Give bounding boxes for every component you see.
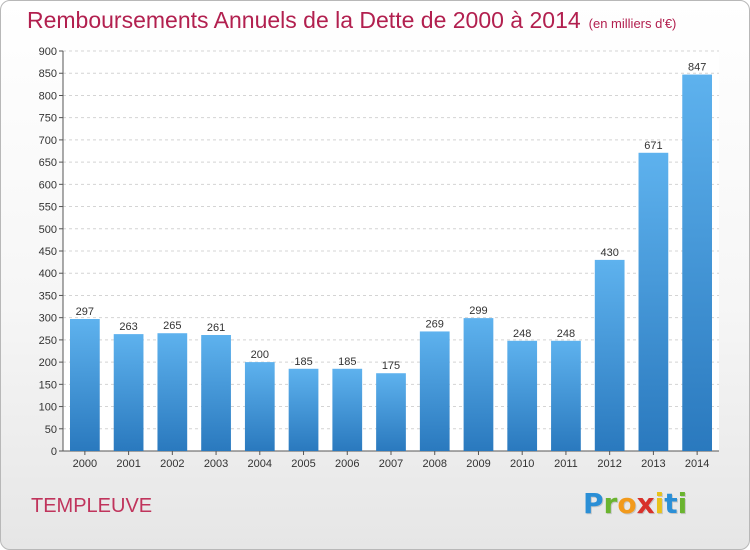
bar	[376, 373, 406, 451]
bar	[69, 319, 100, 451]
bar-value-label: 261	[207, 322, 225, 334]
x-tick-label: 2001	[116, 458, 140, 470]
y-tick-label: 700	[39, 135, 57, 147]
y-tick-label: 200	[39, 357, 57, 369]
proxiti-logo: Proxiti	[583, 487, 687, 520]
y-tick-label: 0	[51, 446, 57, 458]
x-tick-label: 2002	[160, 458, 184, 470]
y-tick-label: 350	[39, 290, 57, 302]
bar-value-label: 297	[76, 306, 94, 318]
bar	[638, 152, 669, 451]
logo-letter: r	[603, 487, 618, 520]
unit-note: (en milliers d'€)	[588, 16, 677, 31]
x-tick-label: 2011	[554, 458, 578, 470]
y-tick-label: 500	[39, 224, 57, 236]
bar-value-label: 175	[382, 360, 400, 372]
x-tick-label: 2006	[335, 458, 359, 470]
y-tick-label: 750	[39, 113, 57, 125]
bar	[594, 259, 625, 451]
y-tick-label: 800	[39, 90, 57, 102]
logo-letter: o	[617, 487, 637, 520]
bar-value-label: 430	[600, 247, 618, 259]
bar-value-label: 185	[338, 356, 356, 368]
x-tick-label: 2003	[204, 458, 228, 470]
bar	[288, 368, 319, 451]
y-tick-label: 850	[39, 68, 57, 80]
logo-letter: P	[583, 487, 604, 520]
y-tick-label: 400	[39, 268, 57, 280]
y-tick-label: 50	[45, 424, 57, 436]
y-tick-label: 650	[39, 157, 57, 169]
y-tick-label: 250	[39, 335, 57, 347]
bar	[332, 368, 363, 451]
y-tick-label: 550	[39, 202, 57, 214]
y-tick-label: 600	[39, 179, 57, 191]
commune-name: TEMPLEUVE	[31, 495, 153, 517]
bar	[551, 340, 581, 451]
y-tick-label: 300	[39, 313, 57, 325]
bar	[682, 74, 713, 452]
bar-value-label: 299	[469, 305, 487, 317]
bar-value-label: 185	[294, 356, 312, 368]
x-tick-label: 2009	[466, 458, 490, 470]
x-tick-label: 2005	[291, 458, 315, 470]
bar	[463, 318, 494, 451]
bar-value-label: 269	[426, 318, 444, 330]
bar-value-label: 200	[251, 349, 269, 361]
bar	[507, 340, 538, 451]
x-tick-label: 2012	[597, 458, 621, 470]
logo-letter: x	[636, 487, 655, 520]
bar	[113, 334, 144, 451]
logo-letter: i	[677, 487, 688, 520]
bar-value-label: 248	[513, 328, 531, 340]
logo-letter: i	[654, 487, 665, 520]
x-tick-label: 2000	[73, 458, 97, 470]
bar	[157, 333, 188, 451]
bar-value-label: 847	[688, 62, 706, 74]
y-tick-label: 100	[39, 402, 57, 414]
x-tick-label: 2013	[641, 458, 665, 470]
logo-letter: t	[664, 487, 678, 520]
x-tick-label: 2010	[510, 458, 534, 470]
y-tick-label: 900	[39, 46, 57, 58]
y-tick-label: 150	[39, 379, 57, 391]
bar-value-label: 248	[557, 328, 575, 340]
x-tick-label: 2014	[685, 458, 709, 470]
y-tick-label: 450	[39, 246, 57, 258]
x-tick-label: 2007	[379, 458, 403, 470]
chart-title: Remboursements Annuels de la Dette de 20…	[27, 7, 676, 34]
bar-value-label: 265	[163, 320, 181, 332]
bar-value-label: 671	[644, 140, 662, 152]
bar-value-label: 263	[119, 321, 137, 333]
x-tick-label: 2004	[248, 458, 272, 470]
bar	[201, 335, 231, 451]
chart-title-text: Remboursements Annuels de la Dette de 20…	[27, 7, 581, 33]
x-tick-label: 2008	[422, 458, 446, 470]
bar	[244, 362, 275, 451]
bar	[419, 331, 450, 451]
